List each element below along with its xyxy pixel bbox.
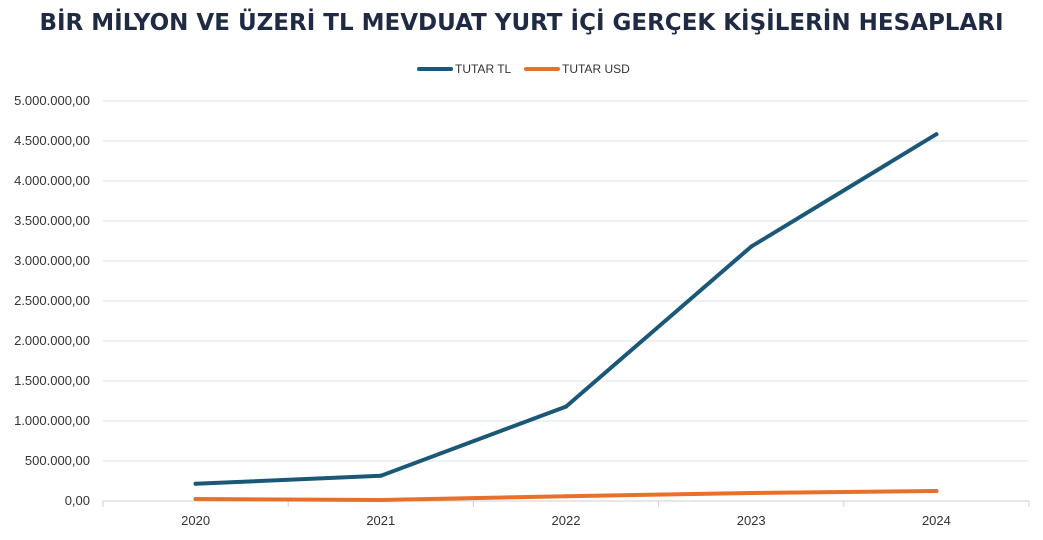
x-tick-label: 2021 [366,513,395,528]
data-point [749,244,754,249]
y-tick-label: 1.500.000,00 [14,373,90,388]
y-tick-label: 500.000,00 [25,453,90,468]
data-point [564,494,568,499]
y-tick-label: 3.000.000,00 [14,253,90,268]
y-axis-tick-labels: 0,00 500.000,00 1.000.000,00 1.500.000,00 2.… [14,93,90,508]
data-point [378,473,383,478]
legend: TUTAR TL TUTAR USD [417,62,630,76]
y-tick-label: 2.000.000,00 [14,333,90,348]
data-point [749,491,754,495]
x-tick-label: 2022 [552,513,581,528]
y-tick-label: 4.000.000,00 [14,173,90,188]
x-axis-tick-labels: 2020 2021 2022 2023 2024 [181,513,951,528]
chart-title: BİR MİLYON VE ÜZERİ TL MEVDUAT YURT İÇİ … [39,10,1004,36]
data-point [934,489,939,493]
data-point [193,497,198,501]
series-line-0 [193,132,939,486]
legend-label: TUTAR TL [455,62,512,76]
y-tick-label: 5.000.000,00 [14,93,90,108]
x-axis [102,500,1030,507]
y-tick-label: 0,00 [65,493,90,508]
data-point [193,481,198,486]
y-tick-label: 4.500.000,00 [14,133,90,148]
data-point [564,404,568,409]
y-tick-label: 2.500.000,00 [14,293,90,308]
gridlines [103,100,1029,462]
x-tick-label: 2024 [922,513,951,528]
y-tick-label: 3.500.000,00 [14,213,90,228]
x-tick-label: 2023 [737,513,766,528]
legend-label: TUTAR USD [562,62,630,76]
data-point [378,498,383,503]
x-tick-label: 2020 [181,513,210,528]
series-lines [193,132,939,503]
y-tick-label: 1.000.000,00 [14,413,90,428]
data-point [934,132,939,137]
